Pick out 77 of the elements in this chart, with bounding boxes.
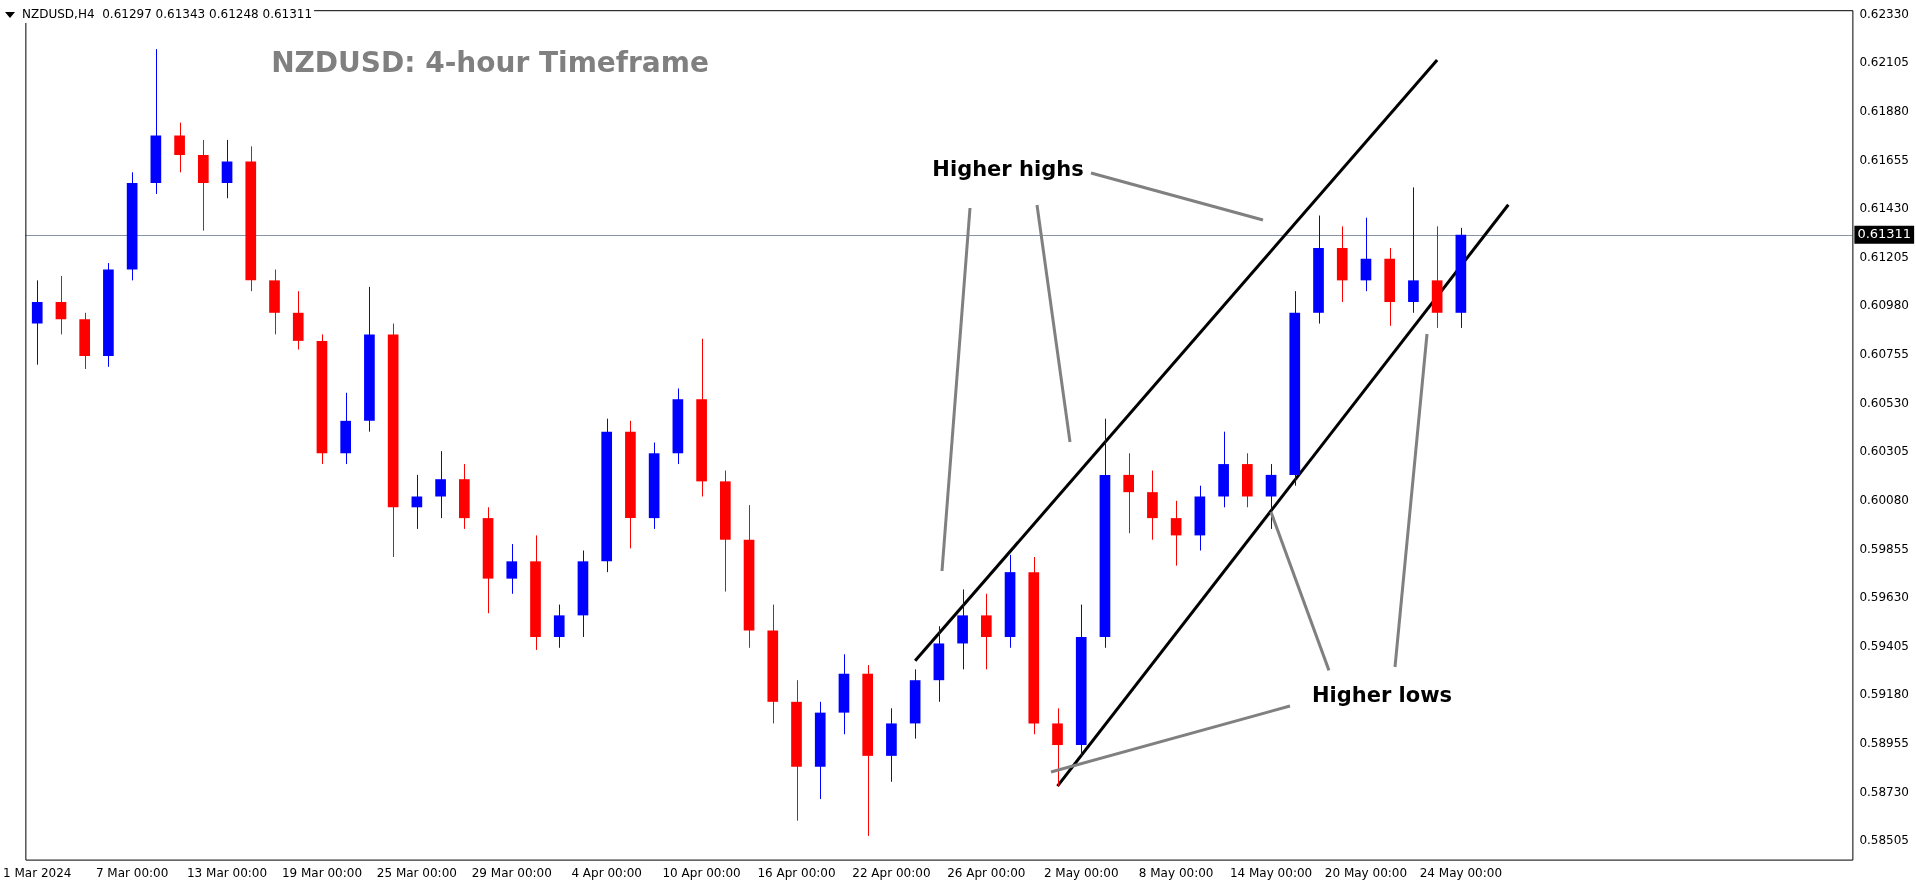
- y-tick-label: 0.60755: [1859, 347, 1909, 362]
- y-tick-label: 0.61655: [1859, 152, 1909, 167]
- candlestick: [886, 707, 897, 783]
- candlestick: [696, 338, 707, 497]
- x-tick-label: 25 Mar 00:00: [376, 865, 457, 880]
- candlestick: [269, 269, 280, 335]
- y-tick-label: 0.59180: [1859, 687, 1909, 702]
- y-tick-label: 0.58505: [1859, 833, 1909, 848]
- candlestick: [1075, 604, 1087, 757]
- annotation: Higher lows: [1311, 683, 1453, 708]
- x-tick-label: 29 Mar 00:00: [471, 865, 552, 880]
- y-tick-label: 0.60530: [1859, 395, 1909, 410]
- text: NZDUSD: 4-hour Timeframe: [271, 46, 709, 80]
- candlestick: [1289, 290, 1301, 487]
- x-tick-label: 22 Apr 00:00: [852, 865, 931, 880]
- candlestick: [1218, 431, 1229, 508]
- x-tick-label: 1 Mar 2024: [3, 865, 72, 880]
- candlestick: [340, 392, 352, 465]
- candlestick: [1384, 247, 1396, 327]
- candlestick: [1241, 452, 1253, 508]
- candlestick: [435, 450, 446, 519]
- x-tick-label: 8 May 00:00: [1138, 865, 1214, 880]
- candlestick: [553, 604, 565, 649]
- y-tick-label: 0.58955: [1859, 736, 1909, 751]
- candlestick: [174, 122, 185, 173]
- candlestick: [957, 588, 968, 670]
- x-tick-label: 16 Apr 00:00: [757, 865, 836, 880]
- candlestick: [292, 290, 304, 351]
- candlestick: [980, 593, 992, 670]
- candlestick: [1408, 186, 1419, 314]
- candlestick: [506, 543, 518, 595]
- annotation: NZDUSD,H4 0.61297 0.61343 0.61248 0.61311: [22, 7, 313, 22]
- candlestick: [1336, 225, 1348, 303]
- y-tick-label: 0.60080: [1859, 492, 1909, 507]
- x-tick-label: 4 Apr 00:00: [571, 865, 642, 880]
- candlestick: [245, 145, 257, 292]
- candlestick: [1313, 215, 1324, 325]
- candlestick: [31, 279, 43, 366]
- x-tick-label: 7 Mar 00:00: [95, 865, 169, 880]
- y-tick-label: 0.60980: [1859, 298, 1909, 313]
- candlestick: [767, 604, 779, 724]
- y-tick-label: 0.62105: [1859, 55, 1909, 70]
- candlestick: [364, 286, 375, 433]
- y-tick-label: 0.58730: [1859, 784, 1909, 799]
- y-tick-label: 0.59405: [1859, 638, 1909, 653]
- x-tick-label: 14 May 00:00: [1229, 865, 1313, 880]
- x-tick-label: 20 May 00:00: [1324, 865, 1408, 880]
- x-tick-label: 13 Mar 00:00: [186, 865, 268, 880]
- x-tick-label: 2 May 00:00: [1043, 865, 1119, 880]
- y-tick-label: 0.62330: [1859, 6, 1909, 21]
- x-tick-label: 10 Apr 00:00: [662, 865, 741, 880]
- candlestick: [814, 701, 826, 800]
- x-tick-label: 24 May 00:00: [1419, 865, 1503, 880]
- y-tick-label: 0.61205: [1859, 249, 1909, 264]
- ref-line-label: 0.61311: [1857, 226, 1912, 242]
- candlestick: [1052, 707, 1063, 787]
- x-tick-label: 26 Apr 00:00: [947, 865, 1026, 880]
- candlestick: [530, 534, 541, 651]
- y-tick-label: 0.60305: [1859, 444, 1909, 459]
- candlestick: [1147, 470, 1158, 541]
- y-tick-label: 0.59630: [1859, 590, 1909, 605]
- annotation: Higher highs: [932, 157, 1084, 182]
- y-tick-label: 0.61880: [1859, 103, 1909, 118]
- candlestick: [197, 139, 209, 232]
- candlestick: [103, 262, 114, 368]
- candlestick: [601, 418, 613, 573]
- candlestick: [625, 420, 636, 549]
- candlestick: [862, 664, 874, 837]
- candlestick: [791, 679, 802, 822]
- candlestick: [79, 312, 91, 370]
- candlestick: [1028, 556, 1040, 735]
- candlestick: [458, 463, 470, 530]
- candlestick: [1123, 452, 1135, 534]
- x-tick-label: 19 Mar 00:00: [281, 865, 363, 880]
- y-tick-label: 0.59855: [1859, 541, 1909, 556]
- candlestick: [719, 470, 731, 593]
- y-tick-label: 0.61430: [1859, 201, 1909, 216]
